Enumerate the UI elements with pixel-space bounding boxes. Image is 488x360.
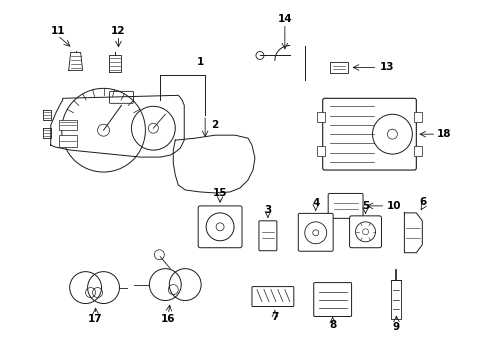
Text: 16: 16 bbox=[161, 314, 175, 324]
Bar bbox=[59, 135, 77, 147]
Text: 8: 8 bbox=[328, 320, 336, 330]
FancyBboxPatch shape bbox=[313, 283, 351, 316]
FancyBboxPatch shape bbox=[259, 221, 276, 251]
FancyBboxPatch shape bbox=[329, 62, 347, 73]
Bar bbox=[59, 120, 77, 130]
Bar bbox=[316, 112, 324, 122]
FancyBboxPatch shape bbox=[109, 91, 133, 103]
Text: 13: 13 bbox=[379, 62, 394, 72]
Text: 6: 6 bbox=[419, 197, 426, 207]
Text: 2: 2 bbox=[211, 120, 218, 130]
Bar bbox=[413, 146, 422, 156]
FancyBboxPatch shape bbox=[327, 193, 362, 219]
Text: 18: 18 bbox=[436, 129, 450, 139]
Text: 15: 15 bbox=[212, 188, 227, 198]
FancyBboxPatch shape bbox=[349, 216, 381, 248]
FancyBboxPatch shape bbox=[198, 206, 242, 248]
Text: 10: 10 bbox=[386, 201, 401, 211]
FancyBboxPatch shape bbox=[251, 287, 293, 306]
Bar bbox=[316, 146, 324, 156]
Bar bbox=[413, 112, 422, 122]
Text: 17: 17 bbox=[88, 314, 102, 324]
Text: 9: 9 bbox=[392, 323, 399, 332]
Text: 5: 5 bbox=[361, 201, 368, 211]
FancyBboxPatch shape bbox=[298, 213, 332, 251]
Text: 14: 14 bbox=[277, 14, 291, 24]
Text: 4: 4 bbox=[311, 198, 319, 208]
Text: 3: 3 bbox=[264, 205, 271, 215]
Text: 11: 11 bbox=[50, 26, 65, 36]
Text: 1: 1 bbox=[196, 58, 203, 67]
Bar bbox=[390, 280, 401, 319]
Text: 12: 12 bbox=[111, 26, 125, 36]
FancyBboxPatch shape bbox=[322, 98, 415, 170]
Text: 7: 7 bbox=[271, 312, 278, 323]
